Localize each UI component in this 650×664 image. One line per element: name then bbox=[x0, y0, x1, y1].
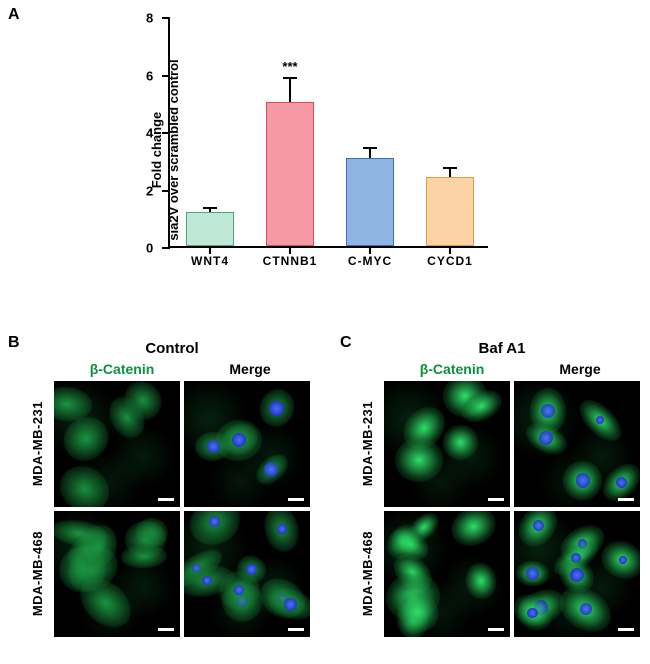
panel-b-col-merge: Merge bbox=[186, 361, 314, 381]
chart-bar-wnt4 bbox=[186, 212, 234, 247]
panel-b-231-bcatenin-image bbox=[54, 381, 180, 507]
chart-errorcap bbox=[283, 77, 297, 79]
chart-ytick-label: 4 bbox=[146, 126, 153, 141]
chart-errorcap bbox=[203, 207, 217, 209]
scale-bar bbox=[618, 628, 634, 631]
panel-c-231-bcatenin-image bbox=[384, 381, 510, 507]
panel-b-label: B bbox=[8, 334, 20, 352]
panel-c-468-merge-image bbox=[514, 511, 640, 637]
scale-bar bbox=[158, 628, 174, 631]
panel-c-row-468: MDA-MB-468 bbox=[360, 511, 644, 637]
chart-ytick-label: 6 bbox=[146, 68, 153, 83]
scale-bar bbox=[488, 628, 504, 631]
chart-xtick-label: CYCD1 bbox=[427, 254, 473, 268]
fluorescence-overlay bbox=[54, 511, 180, 637]
chart-ytick bbox=[162, 132, 170, 134]
panel-c-micrographs: Baf A1 β-Catenin Merge MDA-MB-231 MDA-MB… bbox=[360, 340, 644, 641]
scale-bar bbox=[288, 498, 304, 501]
fluorescence-overlay bbox=[384, 511, 510, 637]
panel-b-micrographs: Control β-Catenin Merge MDA-MB-231 MDA-M… bbox=[30, 340, 314, 641]
chart-errorcap bbox=[363, 147, 377, 149]
chart-ytick bbox=[162, 75, 170, 77]
chart-ytick bbox=[162, 190, 170, 192]
fluorescence-overlay bbox=[514, 511, 640, 637]
panel-b-row-231-label: MDA-MB-231 bbox=[30, 401, 54, 486]
chart-significance-marker: *** bbox=[282, 59, 297, 74]
chart-xtick-label: C-MYC bbox=[348, 254, 392, 268]
panel-c-title: Baf A1 bbox=[360, 340, 644, 357]
fluorescence-overlay bbox=[54, 381, 180, 507]
panel-c-468-bcatenin-image bbox=[384, 511, 510, 637]
panel-c-col-bcatenin: β-Catenin bbox=[388, 361, 516, 381]
chart-errorbar bbox=[369, 148, 371, 158]
chart-errorbar bbox=[449, 168, 451, 177]
panel-b-row-231: MDA-MB-231 bbox=[30, 381, 314, 507]
chart-bar-ctnnb1 bbox=[266, 102, 314, 246]
panel-c-row-231-label: MDA-MB-231 bbox=[360, 401, 384, 486]
chart-xtick-label: CTNNB1 bbox=[263, 254, 318, 268]
fold-change-bar-chart: Fold change sia2V over scrambled control… bbox=[130, 10, 510, 290]
chart-y-axis-label-line1: Fold change bbox=[149, 59, 166, 240]
panel-c-row-468-label: MDA-MB-468 bbox=[360, 531, 384, 616]
chart-ytick bbox=[162, 17, 170, 19]
chart-bar-cycd1 bbox=[426, 177, 474, 246]
scale-bar bbox=[158, 498, 174, 501]
fluorescence-overlay bbox=[184, 511, 310, 637]
panel-b-row-468-label: MDA-MB-468 bbox=[30, 531, 54, 616]
panel-a-label: A bbox=[8, 6, 20, 24]
panel-c-col-headers: β-Catenin Merge bbox=[388, 361, 644, 381]
chart-plot-area: 02468WNT4***CTNNB1C-MYCCYCD1 bbox=[168, 18, 488, 248]
fluorescence-overlay bbox=[184, 381, 310, 507]
chart-ytick-label: 8 bbox=[146, 11, 153, 26]
panel-c-231-merge-image bbox=[514, 381, 640, 507]
panel-b-title: Control bbox=[30, 340, 314, 357]
panel-c-label: C bbox=[340, 334, 352, 352]
chart-ytick-label: 2 bbox=[146, 183, 153, 198]
scale-bar bbox=[618, 498, 634, 501]
panel-b-468-merge-image bbox=[184, 511, 310, 637]
panel-b-col-bcatenin: β-Catenin bbox=[58, 361, 186, 381]
fluorescence-overlay bbox=[514, 381, 640, 507]
fluorescence-overlay bbox=[384, 381, 510, 507]
scale-bar bbox=[488, 498, 504, 501]
panel-c-col-merge: Merge bbox=[516, 361, 644, 381]
panel-b-231-merge-image bbox=[184, 381, 310, 507]
chart-bar-c-myc bbox=[346, 158, 394, 246]
panel-b-row-468: MDA-MB-468 bbox=[30, 511, 314, 637]
chart-ytick-label: 0 bbox=[146, 241, 153, 256]
scale-bar bbox=[288, 628, 304, 631]
chart-ytick bbox=[162, 247, 170, 249]
chart-errorbar bbox=[289, 78, 291, 102]
panel-c-row-231: MDA-MB-231 bbox=[360, 381, 644, 507]
chart-errorcap bbox=[443, 167, 457, 169]
chart-xtick-label: WNT4 bbox=[191, 254, 229, 268]
panel-b-468-bcatenin-image bbox=[54, 511, 180, 637]
panel-b-col-headers: β-Catenin Merge bbox=[58, 361, 314, 381]
